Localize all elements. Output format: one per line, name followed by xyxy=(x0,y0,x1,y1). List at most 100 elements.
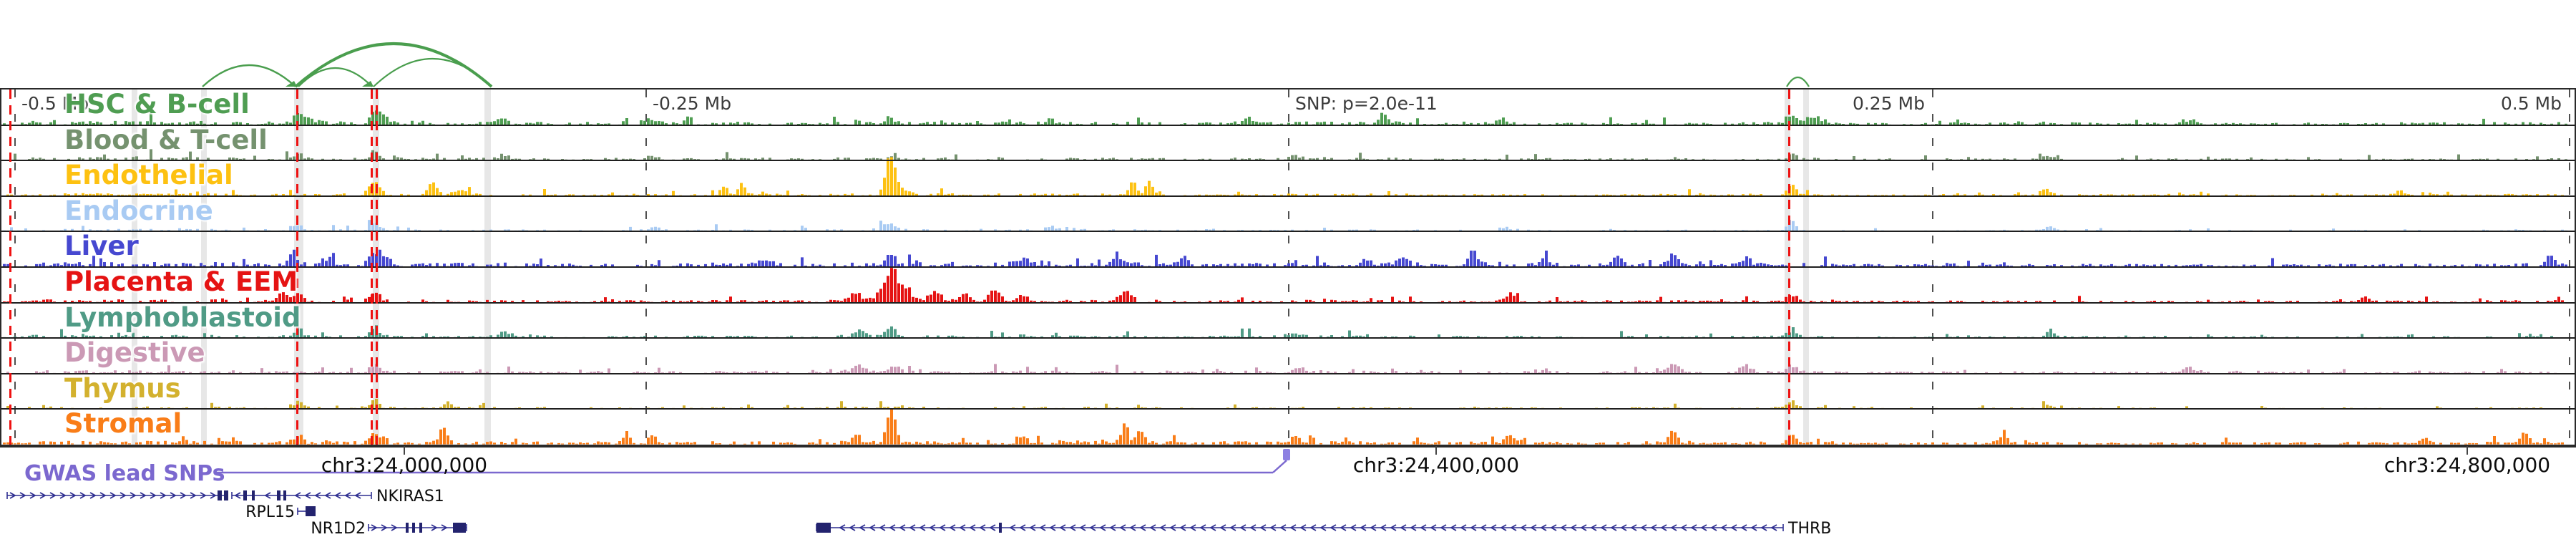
strand-arrow xyxy=(234,492,241,499)
signal-bars xyxy=(3,268,2564,303)
strand-arrow xyxy=(1690,524,1697,531)
strand-arrow xyxy=(909,524,916,531)
track-label: Blood & T-cell xyxy=(64,124,268,155)
strand-arrow xyxy=(1229,524,1236,531)
strand-arrow xyxy=(170,492,177,499)
arc-arrowhead xyxy=(362,81,374,87)
strand-arrow xyxy=(314,492,321,499)
strand-arrow xyxy=(1380,524,1387,531)
strand-arrow xyxy=(1259,524,1267,531)
strand-arrow xyxy=(1029,524,1036,531)
strand-arrow xyxy=(1670,524,1677,531)
strand-arrow xyxy=(1390,524,1397,531)
strand-arrow xyxy=(344,492,351,499)
signal-track-1 xyxy=(6,148,2567,161)
strand-arrow xyxy=(1249,524,1257,531)
strand-arrow xyxy=(979,524,986,531)
exon-block xyxy=(218,490,222,500)
strand-arrow xyxy=(1179,524,1186,531)
strand-arrow xyxy=(1760,524,1767,531)
exon-block xyxy=(224,490,228,500)
strand-arrow xyxy=(1239,524,1246,531)
lead-snp-line xyxy=(296,90,298,445)
strand-arrow xyxy=(1510,524,1517,531)
lead-snp-line xyxy=(1788,90,1790,445)
strand-arrow xyxy=(1360,524,1367,531)
signal-bars xyxy=(6,364,2557,374)
strand-arrow xyxy=(1009,524,1016,531)
exon-block xyxy=(453,523,466,533)
genome-coordinate-label: chr3:24,800,000 xyxy=(2384,453,2551,477)
track-label: Lymphoblastoid xyxy=(64,301,301,333)
strand-arrow xyxy=(1089,524,1096,531)
strand-arrow xyxy=(1330,524,1337,531)
signal-bars xyxy=(3,110,2567,125)
strand-arrow xyxy=(839,524,846,531)
track-separator xyxy=(1,124,2575,126)
track-label: Digestive xyxy=(64,337,205,369)
strand-arrow xyxy=(264,492,271,499)
strand-arrow xyxy=(1460,524,1467,531)
strand-arrow xyxy=(929,524,936,531)
strand-arrow xyxy=(1069,524,1076,531)
strand-arrow xyxy=(1550,524,1557,531)
strand-arrow xyxy=(1710,524,1717,531)
strand-arrow xyxy=(89,492,97,499)
signal-bars xyxy=(3,318,2564,339)
strand-arrow xyxy=(79,492,87,499)
lead-snp-line xyxy=(376,90,378,445)
strand-arrow xyxy=(1750,524,1757,531)
signal-track-2 xyxy=(6,157,2564,196)
signal-bars xyxy=(3,250,2567,267)
strand-arrow xyxy=(431,524,438,531)
strand-arrow xyxy=(1680,524,1687,531)
strand-arrow xyxy=(1660,524,1667,531)
strand-arrow xyxy=(1350,524,1357,531)
track-label: Stromal xyxy=(64,408,182,440)
gene-label: NKIRAS1 xyxy=(376,488,444,505)
strand-arrow xyxy=(200,492,207,499)
strand-arrow xyxy=(1340,524,1347,531)
strand-arrow xyxy=(441,524,448,531)
strand-arrow xyxy=(1169,524,1176,531)
gwas-snp-marker xyxy=(1283,449,1290,460)
strand-arrow xyxy=(1139,524,1146,531)
exon-block xyxy=(277,490,280,500)
strand-arrow xyxy=(1319,524,1327,531)
gwas-leader xyxy=(1272,460,1287,473)
gwas-lead-snps-label: GWAS lead SNPs xyxy=(24,461,225,486)
exon-block xyxy=(412,523,415,533)
track-separator xyxy=(1,301,2575,304)
strand-arrow xyxy=(1269,524,1277,531)
lead-snp-line xyxy=(371,90,373,445)
tracks-panel: -0.5 Mb -0.25 Mb SNP: p=2.0e-11 0.25 Mb 0.5 … xyxy=(0,88,2576,448)
strand-arrow xyxy=(1430,524,1437,531)
signal-track-7 xyxy=(6,364,2557,374)
signal-track-3 xyxy=(3,219,2567,232)
interaction-arc xyxy=(202,64,296,87)
gene-label: THRB xyxy=(1787,520,1831,537)
strand-arrow xyxy=(1450,524,1457,531)
strand-arrow xyxy=(859,524,866,531)
strand-arrow xyxy=(1600,524,1607,531)
track-label: HSC & B-cell xyxy=(64,89,250,120)
genome-coordinate-label: chr3:24,400,000 xyxy=(1352,453,1520,477)
strand-arrow xyxy=(19,492,26,499)
exon-block xyxy=(252,490,255,500)
strand-arrow xyxy=(1490,524,1497,531)
strand-arrow xyxy=(334,492,341,499)
strand-arrow xyxy=(1620,524,1627,531)
strand-arrow xyxy=(1289,524,1297,531)
exon-block xyxy=(419,523,422,533)
interaction-arc xyxy=(298,67,373,87)
strand-arrow xyxy=(1700,524,1707,531)
strand-arrow xyxy=(1400,524,1407,531)
strand-arrow xyxy=(1039,524,1046,531)
strand-arrow xyxy=(109,492,117,499)
axis-tick-label: -0.5 Mb xyxy=(21,93,89,114)
strand-arrow xyxy=(1079,524,1086,531)
strand-arrow xyxy=(1650,524,1657,531)
exon-block xyxy=(243,490,247,500)
strand-arrow xyxy=(1129,524,1136,531)
strand-arrow xyxy=(1580,524,1587,531)
